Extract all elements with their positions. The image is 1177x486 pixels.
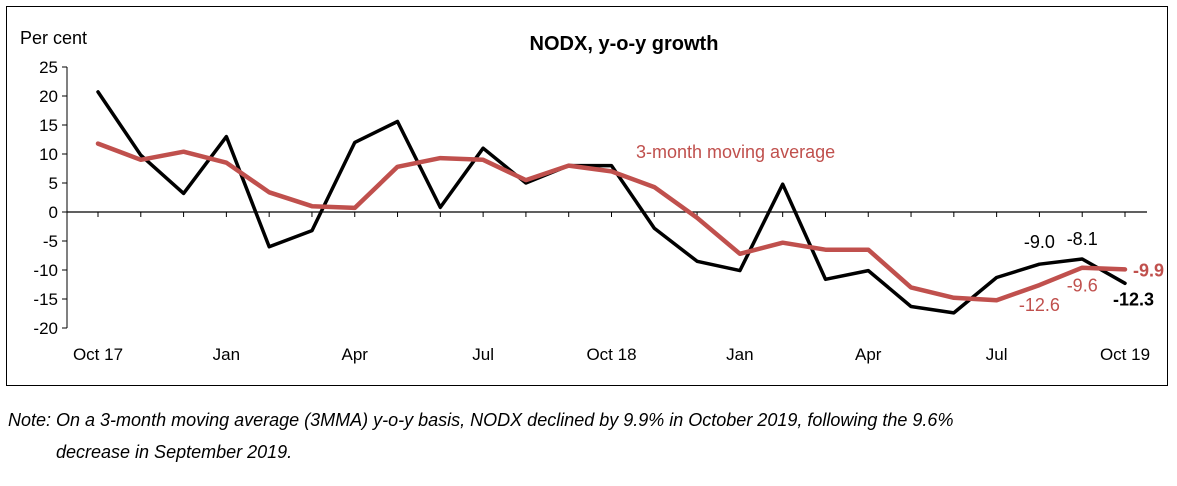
data-label: -9.0 <box>1024 232 1055 252</box>
y-tick-label: -5 <box>43 232 58 251</box>
y-axis-label: Per cent <box>20 28 87 48</box>
series-layer <box>95 90 1128 315</box>
chart-frame <box>6 6 1168 386</box>
y-tick-label: 5 <box>49 174 58 193</box>
axes: 25 20 15 10 5 0 -5 -10 -15 -20 Oct 17 Jan Apr Jul Oct … <box>33 58 1150 364</box>
y-tick-label: -10 <box>33 261 58 280</box>
data-label: -12.6 <box>1019 295 1060 315</box>
y-tick-label: 10 <box>39 145 58 164</box>
note-line-1: Note: On a 3-month moving average (3MMA)… <box>8 410 954 430</box>
x-tick-label: Oct 18 <box>586 345 636 364</box>
data-label: -8.1 <box>1067 229 1098 249</box>
x-tick-label: Oct 19 <box>1100 345 1150 364</box>
x-tick-label: Apr <box>342 345 369 364</box>
note-line-2: decrease in September 2019. <box>56 442 293 462</box>
x-tick-label: Jan <box>726 345 753 364</box>
y-tick-label: 15 <box>39 116 58 135</box>
y-tick-label: -15 <box>33 290 58 309</box>
y-tick-label: 25 <box>39 58 58 77</box>
chart: NODX, y-o-y growth Per cent 3-month movi… <box>20 28 1164 364</box>
x-tick-label: Jan <box>213 345 240 364</box>
y-tick-label: 20 <box>39 87 58 106</box>
y-tick-label: 0 <box>49 203 58 222</box>
series-line-moving-average <box>95 141 1128 303</box>
x-tick-label: Jul <box>986 345 1008 364</box>
series-label-moving-average: 3-month moving average <box>636 142 835 162</box>
chart-title: NODX, y-o-y growth <box>530 33 719 55</box>
x-tick-label: Oct 17 <box>73 345 123 364</box>
data-label: -9.9 <box>1133 260 1164 280</box>
x-tick-label: Apr <box>855 345 882 364</box>
annotation-layer: -9.0 -8.1 -12.3 -12.6 -9.6 -9.9 <box>1019 229 1164 315</box>
data-label: -12.3 <box>1113 289 1154 309</box>
x-tick-label: Jul <box>472 345 494 364</box>
y-tick-label: -20 <box>33 319 58 338</box>
note: Note: On a 3-month moving average (3MMA)… <box>8 404 1168 468</box>
series-line-nodx <box>96 90 1127 315</box>
data-label: -9.6 <box>1067 276 1098 296</box>
